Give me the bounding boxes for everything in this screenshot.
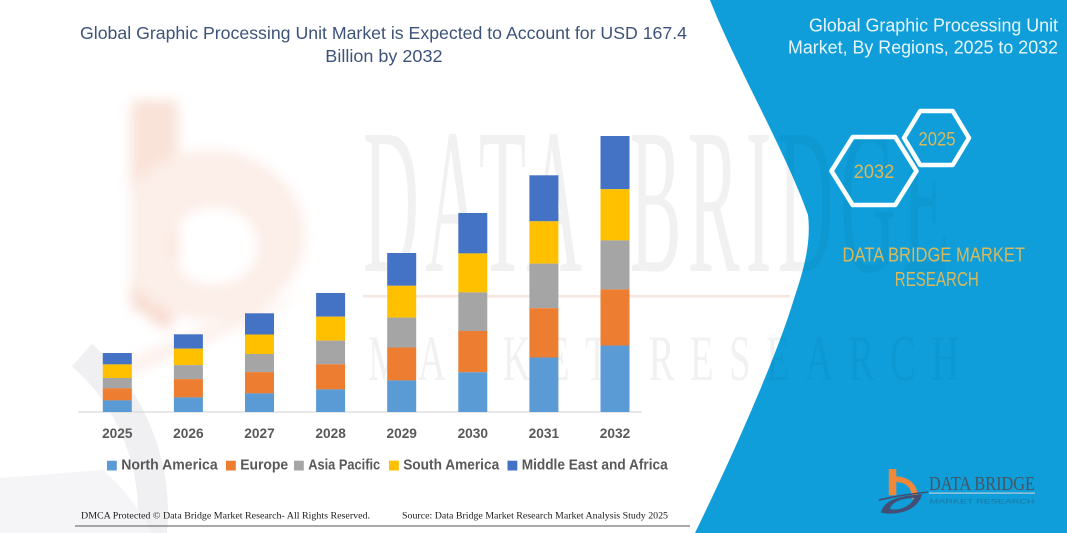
svg-text:2032: 2032 [600,426,631,441]
svg-text:DATA BRIDGE MARKET: DATA BRIDGE MARKET [843,245,1026,267]
svg-text:2028: 2028 [315,426,346,441]
svg-text:North America: North America [121,457,218,474]
svg-text:Global Graphic Processing Unit: Global Graphic Processing Unit [809,15,1058,35]
svg-text:MARKET RESEARCH: MARKET RESEARCH [930,499,1035,506]
svg-text:2032: 2032 [854,162,895,183]
svg-text:Asia Pacific: Asia Pacific [308,457,380,474]
svg-text:Global Graphic Processing Unit: Global Graphic Processing Unit Market is… [80,23,687,43]
svg-text:DATA BRIDGE: DATA BRIDGE [363,86,956,317]
svg-text:Middle East and Africa: Middle East and Africa [522,457,669,474]
svg-text:Billion by 2032: Billion by 2032 [325,46,442,66]
svg-text:DATA BRIDGE: DATA BRIDGE [929,473,1035,495]
svg-text:2025: 2025 [919,129,956,150]
svg-text:2030: 2030 [458,426,489,441]
svg-text:MARKET RESEARCH: MARKET RESEARCH [368,322,975,395]
svg-text:2025: 2025 [102,426,133,441]
svg-text:South America: South America [403,457,500,474]
svg-text:DMCA Protected © Data Bridge M: DMCA Protected © Data Bridge Market Rese… [81,511,370,522]
svg-text:RESEARCH: RESEARCH [895,269,979,291]
svg-text:Market, By Regions, 2025 to 20: Market, By Regions, 2025 to 2032 [788,37,1058,57]
svg-text:Source: Data Bridge Market Res: Source: Data Bridge Market Research Mark… [402,511,668,522]
svg-text:2026: 2026 [173,426,204,441]
svg-text:2031: 2031 [529,426,560,441]
svg-text:2029: 2029 [386,426,417,441]
svg-text:Europe: Europe [240,457,288,474]
svg-text:2027: 2027 [244,426,275,441]
